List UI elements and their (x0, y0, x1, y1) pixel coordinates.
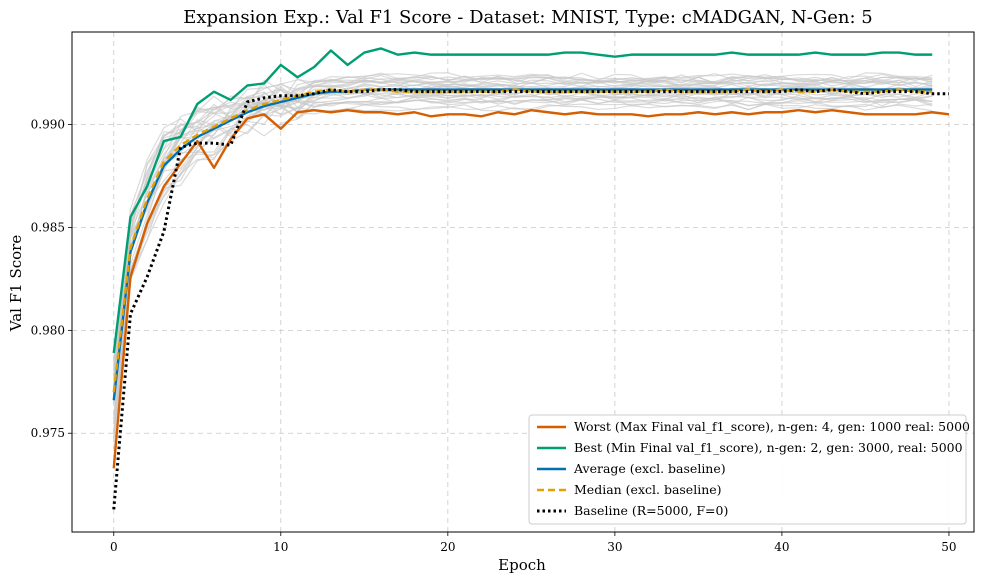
individual-run-line (113, 92, 933, 438)
chart-title: Expansion Exp.: Val F1 Score - Dataset: … (183, 7, 873, 28)
individual-run-line (113, 73, 933, 416)
y-tick-label: 0.980 (31, 323, 65, 337)
x-tick-label: 40 (774, 540, 789, 554)
series-lines (112, 47, 950, 510)
y-tick-label: 0.985 (31, 220, 65, 234)
individual-run-line (113, 76, 933, 434)
individual-run-line (113, 72, 933, 364)
x-tick-label: 20 (440, 540, 455, 554)
series-line-best (112, 47, 933, 354)
legend-label-baseline: Baseline (R=5000, F=0) (574, 503, 728, 518)
individual-run-line (113, 98, 933, 434)
individual-run-line (113, 90, 933, 369)
y-tick-label: 0.975 (31, 426, 65, 440)
x-tick-label: 10 (273, 540, 288, 554)
x-tick-label: 30 (607, 540, 622, 554)
legend-label-average: Average (excl. baseline) (573, 461, 726, 476)
x-tick-label: 50 (941, 540, 956, 554)
legend-label-worst: Worst (Max Final val_f1_score), n-gen: 4… (574, 419, 970, 434)
legend-box (528, 414, 967, 525)
legend: Worst (Max Final val_f1_score), n-gen: 4… (528, 414, 970, 525)
series-line-worst (112, 108, 950, 469)
x-tick-label: 0 (110, 540, 118, 554)
y-axis-label: Val F1 Score (7, 235, 25, 333)
individual-run-line (113, 78, 933, 383)
x-axis-label: Epoch (498, 556, 546, 574)
axis-ticks: 0 10 20 30 40 50 0.975 0.980 0.985 0.990 (31, 118, 957, 554)
y-tick-label: 0.990 (31, 118, 65, 132)
series-line-baseline (112, 88, 949, 510)
legend-label-median: Median (excl. baseline) (574, 482, 722, 497)
axes-frame (71, 31, 975, 533)
individual-run-line (113, 79, 933, 449)
legend-label-best: Best (Min Final val_f1_score), n-gen: 2,… (574, 440, 963, 455)
